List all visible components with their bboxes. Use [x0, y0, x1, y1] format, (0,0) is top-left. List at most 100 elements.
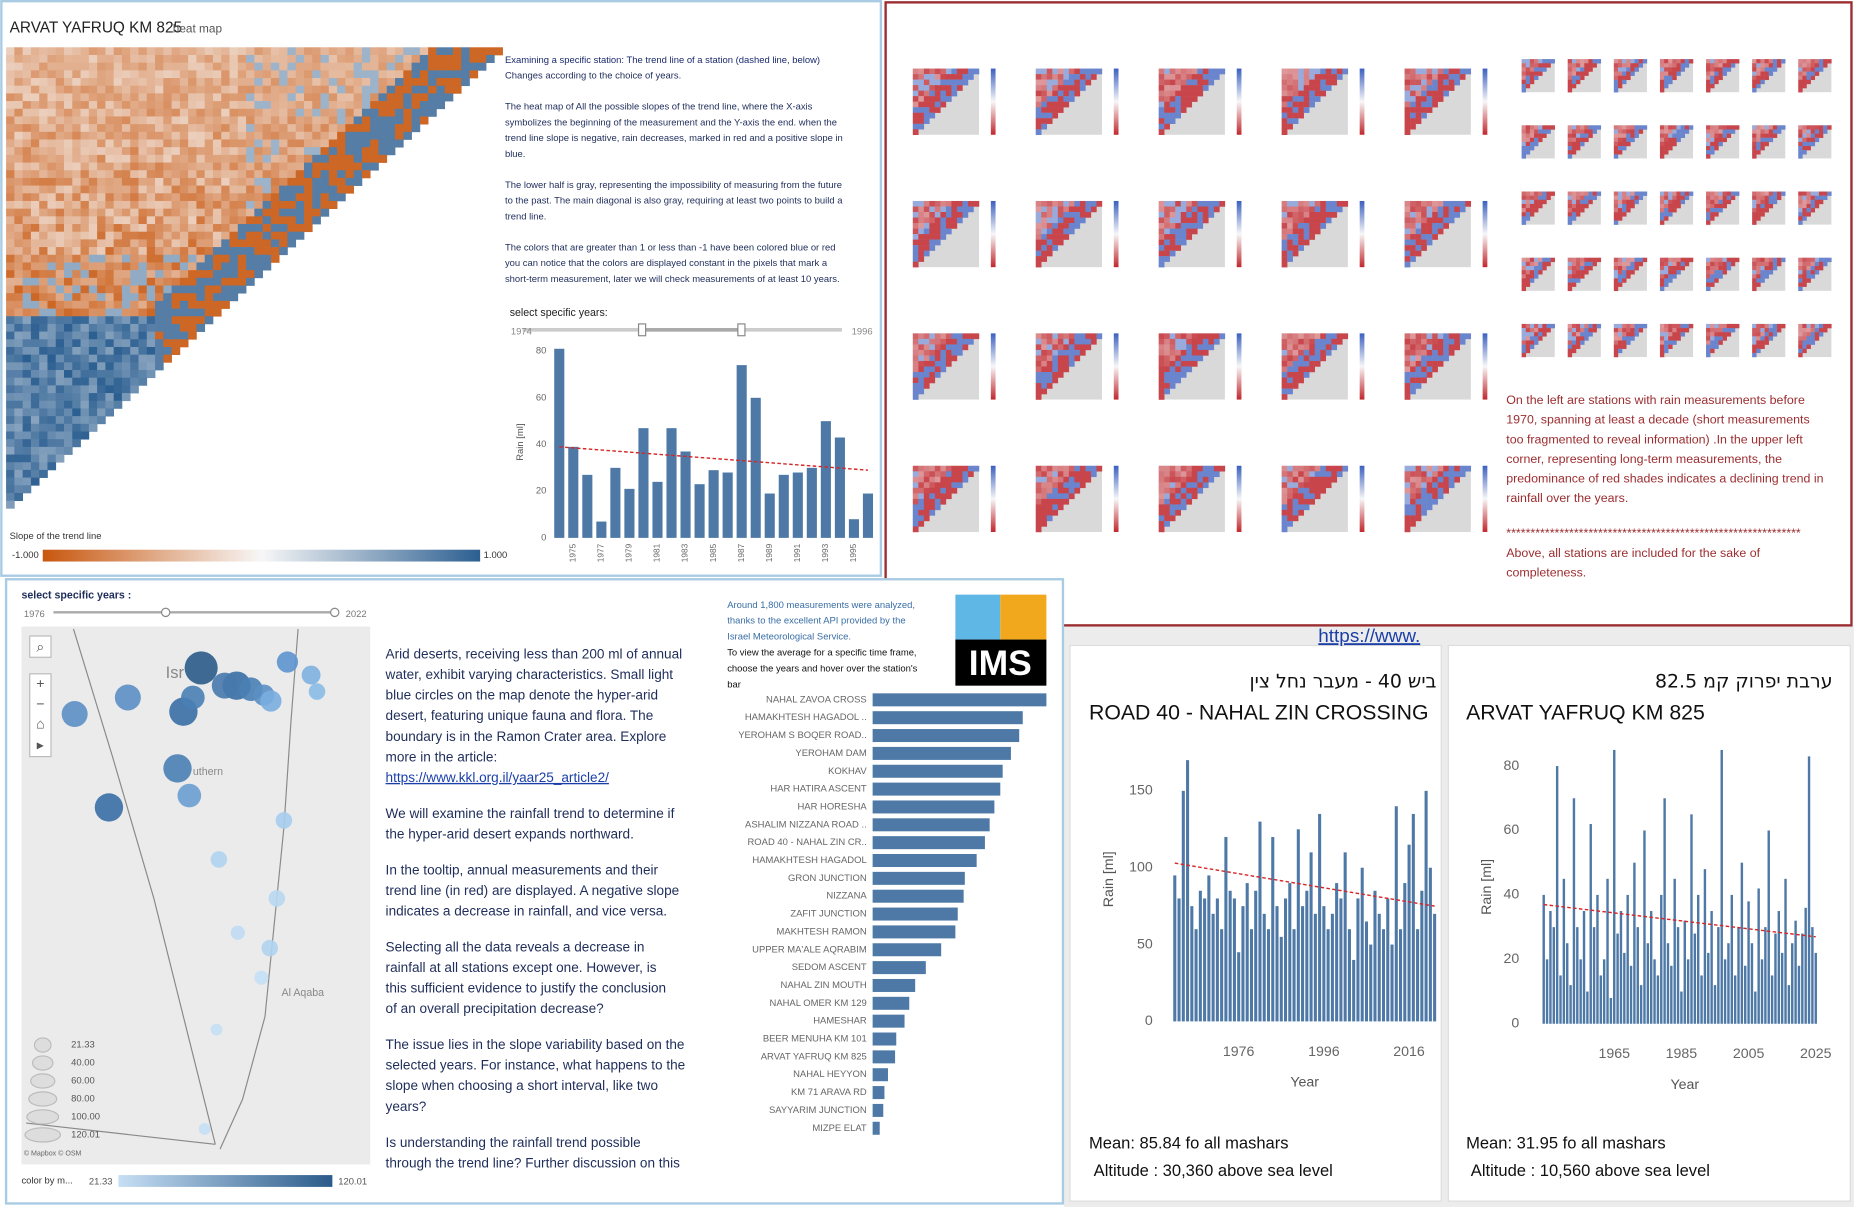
- heatmap-cell: [97, 101, 106, 110]
- tile-cell: [1818, 261, 1824, 267]
- station-bubble[interactable]: [184, 651, 218, 685]
- tile-cell: [1802, 71, 1807, 76]
- tile-cell: [1448, 200, 1455, 207]
- tile-cell: [1158, 526, 1165, 533]
- tile-cell: [1404, 228, 1411, 235]
- tile-cell: [1638, 129, 1644, 134]
- station-bubble[interactable]: [198, 1123, 211, 1135]
- tile-cell: [1592, 328, 1597, 333]
- bar[interactable]: [872, 1050, 896, 1064]
- tile-cell: [1298, 206, 1304, 213]
- tile-cell: [1710, 67, 1715, 72]
- bar[interactable]: [872, 711, 1023, 725]
- bar[interactable]: [872, 978, 916, 992]
- tile-cell: [1057, 498, 1064, 505]
- station-bubble[interactable]: [94, 793, 124, 822]
- slider-thumb[interactable]: [637, 323, 647, 337]
- heatmap-cell: [39, 431, 48, 440]
- heatmap-cell: [337, 116, 346, 125]
- heatmap-cell: [39, 454, 48, 463]
- heatmap-cell: [6, 147, 15, 156]
- search-button[interactable]: [29, 635, 52, 658]
- station-bubble[interactable]: [163, 754, 192, 783]
- station-bubble[interactable]: [181, 685, 205, 710]
- station-bubble[interactable]: [254, 970, 269, 985]
- station-bubble[interactable]: [210, 851, 228, 868]
- heatmap-cell: [138, 193, 148, 202]
- bar[interactable]: [872, 925, 956, 939]
- bar[interactable]: [872, 961, 926, 975]
- bar[interactable]: [872, 889, 964, 903]
- tile-cell: [1298, 223, 1304, 229]
- heatmap-cell: [121, 54, 131, 64]
- heatmap-cell: [155, 116, 164, 125]
- heatmap-cell: [246, 85, 255, 94]
- slider-thumb[interactable]: [737, 323, 746, 337]
- bar[interactable]: [872, 943, 942, 957]
- tile-cell: [1180, 85, 1187, 91]
- tile-cell: [1158, 217, 1165, 224]
- bar[interactable]: [872, 818, 990, 832]
- station-bubble[interactable]: [210, 1023, 223, 1036]
- bar[interactable]: [872, 729, 1020, 743]
- heatmap-cell: [113, 131, 123, 140]
- tile-cell: [1191, 200, 1198, 207]
- tile-cell: [1798, 278, 1803, 283]
- bar[interactable]: [872, 1032, 897, 1046]
- heatmap-cell: [163, 300, 172, 309]
- station-bubble[interactable]: [301, 665, 321, 685]
- tile-cell: [1169, 377, 1176, 384]
- bar[interactable]: [872, 1068, 888, 1082]
- station-bubble[interactable]: [61, 701, 88, 728]
- heatmap-cell: [221, 254, 230, 263]
- station-bubble[interactable]: [268, 890, 286, 907]
- heatmap-cell: [88, 308, 98, 317]
- tile-cell: [1756, 261, 1761, 267]
- bar[interactable]: [872, 1103, 884, 1117]
- bar[interactable]: [872, 746, 1011, 760]
- heatmap-cell: [55, 185, 65, 194]
- heatmap-cell: [39, 224, 48, 233]
- heatmap-cell: [370, 93, 379, 102]
- bar[interactable]: [872, 854, 977, 868]
- bar[interactable]: [872, 1121, 880, 1135]
- heatmap-cell: [163, 316, 172, 325]
- heatmap-cell: [6, 78, 15, 87]
- station-bubble[interactable]: [308, 683, 326, 700]
- station-bubble[interactable]: [211, 672, 238, 699]
- bar[interactable]: [872, 1014, 905, 1028]
- bar[interactable]: [872, 693, 1047, 707]
- station-bubble[interactable]: [230, 925, 245, 940]
- station-bubble[interactable]: [275, 812, 293, 829]
- tile-cell: [1320, 200, 1327, 207]
- tile-cell: [1208, 206, 1215, 213]
- heatmap-cell: [105, 177, 115, 186]
- bar[interactable]: [872, 800, 995, 814]
- zoom-controls[interactable]: [29, 673, 52, 758]
- heatmap-cell: [47, 254, 57, 263]
- bar[interactable]: [872, 836, 985, 850]
- tile-cell: [918, 250, 925, 257]
- description-line: trend line slope is negative, rain decre…: [505, 133, 843, 144]
- heatmap-cell: [146, 62, 156, 71]
- station-bubble[interactable]: [114, 684, 141, 711]
- tile-cell: [1074, 355, 1081, 362]
- station-bubble[interactable]: [260, 690, 282, 712]
- tile-cell: [918, 383, 925, 389]
- bar[interactable]: [872, 871, 965, 885]
- tile-cell: [1756, 133, 1761, 138]
- station-bubble[interactable]: [261, 939, 278, 957]
- bar[interactable]: [872, 764, 1003, 778]
- station-bubble[interactable]: [276, 651, 299, 673]
- bar[interactable]: [872, 907, 958, 921]
- heatmap-cell: [221, 170, 230, 179]
- tile-cell: [1191, 493, 1198, 500]
- heatmap-cell: [80, 247, 90, 256]
- bar[interactable]: [872, 782, 1001, 796]
- heatmap-cell: [403, 85, 412, 94]
- heatmap-cell: [113, 285, 123, 294]
- bar[interactable]: [872, 1086, 885, 1100]
- station-bubble[interactable]: [177, 783, 202, 808]
- bar[interactable]: [872, 996, 910, 1010]
- tile-cell: [923, 465, 930, 472]
